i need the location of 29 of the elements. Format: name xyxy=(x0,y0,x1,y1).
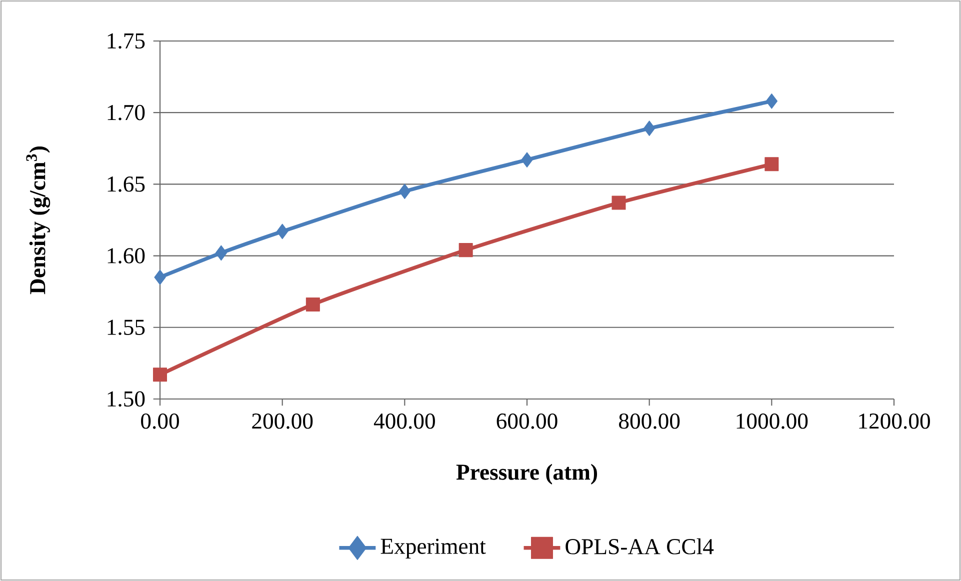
point xyxy=(215,245,228,261)
x-tick-label: 800.00 xyxy=(619,413,680,429)
y-tick-label: 1.60 xyxy=(108,248,145,264)
y-tick-label: 1.75 xyxy=(108,33,145,49)
x-tick-label: 1200.00 xyxy=(859,413,930,429)
x-axis-title: Pressure (atm) xyxy=(456,464,598,484)
x-tick-label: 1000.00 xyxy=(736,413,808,429)
point xyxy=(766,93,778,109)
point xyxy=(154,270,166,285)
y-tick-label: 1.55 xyxy=(108,320,145,336)
point xyxy=(643,120,656,136)
y-tick-label: 1.50 xyxy=(108,391,145,407)
x-tick-label: 400.00 xyxy=(374,413,435,429)
y-axis-title: Density (g/cm$^{3}$) xyxy=(26,146,50,294)
y-tick-label: 1.70 xyxy=(108,104,145,120)
point xyxy=(764,157,779,172)
x-tick-label: 0.00 xyxy=(141,413,179,429)
y-tick-label: 1.65 xyxy=(108,176,145,192)
point xyxy=(153,368,168,382)
point xyxy=(521,152,533,168)
x-tick-label: 600.00 xyxy=(496,413,558,429)
point xyxy=(612,196,626,210)
point xyxy=(276,224,288,240)
point xyxy=(458,243,473,258)
point xyxy=(306,297,320,312)
x-tick-label: 200.00 xyxy=(252,413,313,429)
point xyxy=(398,184,411,200)
legend-label: OPLS-AA CCl4 xyxy=(566,538,714,554)
legend-label: Experiment xyxy=(380,538,486,559)
